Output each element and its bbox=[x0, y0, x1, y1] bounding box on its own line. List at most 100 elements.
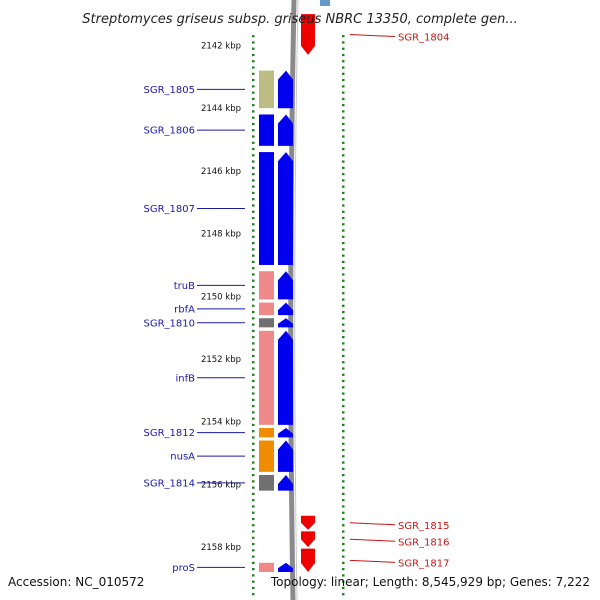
scale-tick bbox=[252, 542, 255, 546]
scale-tick bbox=[252, 549, 255, 552]
scale-tick bbox=[342, 116, 345, 119]
scale-tick bbox=[252, 442, 255, 445]
forward-arrow bbox=[278, 70, 293, 109]
gene-box bbox=[259, 70, 274, 109]
scale-tick bbox=[342, 455, 345, 458]
scale-tick bbox=[252, 354, 255, 358]
scale-tick bbox=[342, 423, 345, 427]
scale-tick bbox=[252, 524, 255, 527]
scale-tick bbox=[252, 310, 255, 314]
scale-tick bbox=[342, 72, 345, 75]
scale-tick bbox=[342, 379, 345, 383]
scale-tick bbox=[342, 166, 345, 169]
scale-tick bbox=[252, 129, 255, 132]
gene-box bbox=[259, 271, 274, 300]
scale-tick bbox=[252, 53, 255, 57]
scale-tick bbox=[342, 292, 345, 295]
scale-tick bbox=[342, 593, 345, 596]
scale-tick bbox=[252, 379, 255, 383]
scale-tick bbox=[342, 235, 345, 238]
gene-box bbox=[259, 330, 274, 425]
scale-tick bbox=[342, 254, 345, 257]
scale-tick bbox=[342, 279, 345, 282]
scale-tick bbox=[252, 348, 255, 351]
scale-tick bbox=[252, 141, 255, 144]
scale-tick bbox=[342, 285, 345, 289]
scale-tick bbox=[342, 480, 345, 483]
scale-tick bbox=[342, 473, 345, 477]
scale-tick bbox=[342, 530, 345, 533]
scale-tick bbox=[252, 254, 255, 257]
scale-tick bbox=[252, 405, 255, 408]
scale-tick bbox=[342, 367, 345, 370]
scale-tick bbox=[252, 586, 255, 590]
label-leader bbox=[349, 34, 396, 38]
scale-tick bbox=[252, 373, 255, 376]
gene-label: SGR_1815 bbox=[398, 521, 450, 532]
scale-tick bbox=[342, 129, 345, 132]
label-leader bbox=[349, 522, 396, 526]
scale-tick bbox=[252, 72, 255, 75]
scale-tick bbox=[252, 499, 255, 502]
scale-tick bbox=[342, 430, 345, 433]
scale-tick bbox=[342, 348, 345, 351]
scale-tick bbox=[342, 53, 345, 57]
scale-tick bbox=[252, 336, 255, 339]
scale-tick bbox=[252, 173, 255, 176]
kbp-label: 2150 kbp bbox=[201, 292, 241, 302]
scale-tick bbox=[342, 78, 345, 82]
scale-tick bbox=[342, 354, 345, 358]
kbp-labels: 2142 kbp 2144 kbp 2146 kbp 2148 kbp 2150 kbp… bbox=[201, 42, 241, 554]
scale-tick bbox=[342, 160, 345, 163]
scale-tick bbox=[252, 536, 255, 539]
scale-tick bbox=[342, 223, 345, 226]
gene-label: SGR_1806 bbox=[144, 126, 196, 137]
scale-tick bbox=[342, 317, 345, 320]
summary-text: Topology: linear; Length: 8,545,929 bp; … bbox=[270, 575, 590, 589]
gene-label: SGR_1810 bbox=[144, 318, 196, 329]
scale-tick bbox=[252, 185, 255, 188]
reverse-arrow bbox=[301, 515, 315, 530]
scale-tick bbox=[342, 110, 345, 113]
scale-tick bbox=[252, 430, 255, 433]
scale-tick bbox=[252, 267, 255, 270]
scale-tick bbox=[342, 398, 345, 401]
scale-tick bbox=[252, 492, 255, 496]
forward-arrow bbox=[278, 474, 293, 491]
gene-label: SGR_1804 bbox=[398, 33, 450, 44]
kbp-label: 2154 kbp bbox=[201, 418, 241, 428]
reverse-arrow bbox=[301, 548, 315, 572]
scale-tick bbox=[342, 198, 345, 201]
gene-label: infB bbox=[176, 373, 196, 384]
scale-tick bbox=[252, 555, 255, 558]
gene-box bbox=[259, 318, 274, 328]
scale-tick bbox=[252, 505, 255, 508]
scale-tick bbox=[342, 298, 345, 301]
scale-tick bbox=[342, 336, 345, 339]
scale-tick bbox=[252, 166, 255, 169]
scale-tick bbox=[252, 273, 255, 276]
scale-tick bbox=[252, 242, 255, 245]
scale-tick bbox=[342, 41, 345, 44]
scale-tick bbox=[342, 260, 345, 264]
scale-tick bbox=[342, 574, 345, 577]
scale-tick bbox=[252, 235, 255, 238]
scale-ticks bbox=[252, 35, 345, 596]
scale-tick bbox=[252, 66, 255, 69]
scale-tick bbox=[342, 386, 345, 389]
scale-tick bbox=[342, 392, 345, 395]
gene-label: SGR_1817 bbox=[398, 558, 450, 569]
gene-glyphs bbox=[259, 14, 315, 572]
forward-arrow bbox=[278, 114, 293, 146]
scale-tick bbox=[342, 436, 345, 439]
gene-box bbox=[259, 114, 274, 146]
scale-tick bbox=[252, 279, 255, 282]
scale-tick bbox=[342, 542, 345, 546]
scale-tick bbox=[342, 561, 345, 564]
scale-tick bbox=[252, 574, 255, 577]
scale-tick bbox=[252, 473, 255, 477]
scale-tick bbox=[342, 267, 345, 270]
scale-tick bbox=[252, 511, 255, 514]
scale-tick bbox=[342, 549, 345, 552]
scale-tick bbox=[252, 179, 255, 182]
